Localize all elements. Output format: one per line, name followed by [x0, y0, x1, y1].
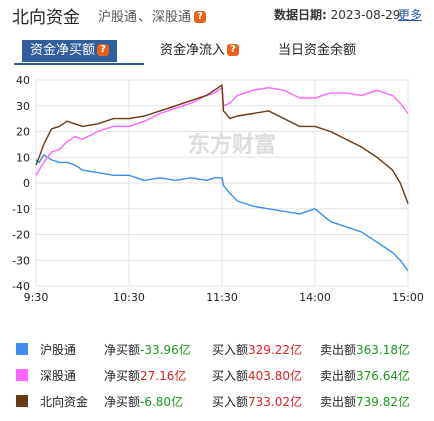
subtitle: 沪股通、深股通?: [98, 6, 207, 25]
tab-underline: [14, 63, 144, 65]
series-line-0: [35, 153, 409, 272]
y-tick-label: -40: [12, 280, 30, 293]
legend-sell: 卖出额739.82亿: [320, 393, 410, 410]
legend-name: 北向资金: [40, 395, 89, 409]
legend-row-sz: 深股通 净买额27.16亿 买入额403.80亿 卖出额376.64亿: [8, 362, 428, 388]
y-tick-label: -20: [12, 229, 30, 242]
x-tick-label: 14:00: [299, 291, 331, 304]
page-title: 北向资金: [12, 8, 80, 28]
buy-value: 329.22亿: [248, 343, 303, 357]
data-date-label: 数据日期:: [274, 8, 327, 22]
net-label: 净买额: [104, 343, 141, 357]
buy-label: 买入额: [212, 369, 249, 383]
buy-label: 买入额: [212, 343, 249, 357]
y-tick-label: 30: [16, 100, 30, 113]
legend-swatch-sh: [16, 343, 28, 355]
help-icon[interactable]: ?: [97, 43, 110, 56]
north-flow-chart: 40 30 20 10 0 -10 -20 -30 -409:30 10:30 11:30 14:00…: [12, 74, 424, 304]
help-icon[interactable]: ?: [227, 43, 240, 56]
legend-name: 深股通: [40, 369, 77, 383]
more-link[interactable]: 更多: [398, 8, 423, 22]
tab-bar: 资金净买额? 资金净流入? 当日资金余额: [14, 40, 434, 65]
legend-row-sh: 沪股通 净买额-33.96亿 买入额329.22亿 卖出额363.18亿: [8, 336, 428, 362]
tab-balance-label: 当日资金余额: [278, 43, 357, 58]
tab-net-buy-label: 资金净买额: [30, 43, 96, 58]
x-tick-label: 9:30: [24, 291, 49, 304]
buy-label: 买入额: [212, 395, 249, 409]
legend-swatch-sz: [16, 369, 28, 381]
y-tick-label: 10: [16, 151, 30, 164]
x-tick-label: 11:30: [206, 291, 238, 304]
y-tick-label: 0: [23, 177, 30, 190]
data-date-value: 2023-08-29: [330, 8, 401, 22]
net-label: 净买额: [104, 369, 141, 383]
subtitle-sh: 沪股通: [98, 10, 138, 25]
x-tick-label: 15:00: [392, 291, 424, 304]
legend: 沪股通 净买额-33.96亿 买入额329.22亿 卖出额363.18亿 深股通…: [8, 336, 428, 414]
tab-net-inflow[interactable]: 资金净流入?: [160, 40, 240, 62]
data-date: 数据日期: 2023-08-29: [274, 6, 400, 23]
legend-buy: 买入额733.02亿: [212, 393, 302, 410]
sell-value: 376.64亿: [356, 369, 411, 383]
subtitle-separator: 、: [138, 10, 152, 25]
legend-net: 净买额-6.80亿: [104, 393, 183, 410]
buy-value: 403.80亿: [248, 369, 303, 383]
series-line-1: [35, 87, 409, 176]
header: 北向资金 沪股通、深股通? 数据日期: 2023-08-29 更多: [0, 0, 434, 28]
net-value: -33.96亿: [140, 343, 191, 357]
legend-sell: 卖出额363.18亿: [320, 341, 410, 358]
sell-value: 739.82亿: [356, 395, 411, 409]
sell-label: 卖出额: [320, 395, 357, 409]
sell-value: 363.18亿: [356, 343, 411, 357]
net-label: 净买额: [104, 395, 141, 409]
buy-value: 733.02亿: [248, 395, 303, 409]
net-value: 27.16亿: [140, 369, 187, 383]
legend-net: 净买额27.16亿: [104, 367, 186, 384]
legend-net: 净买额-33.96亿: [104, 341, 191, 358]
tab-balance[interactable]: 当日资金余额: [278, 40, 356, 62]
help-icon[interactable]: ?: [194, 10, 207, 23]
y-tick-label: 40: [16, 74, 30, 87]
sell-label: 卖出额: [320, 369, 357, 383]
y-tick-label: 20: [16, 126, 30, 139]
legend-row-north: 北向资金 净买额-6.80亿 买入额733.02亿 卖出额739.82亿: [8, 388, 428, 414]
legend-swatch-north: [16, 395, 28, 407]
sell-label: 卖出额: [320, 343, 357, 357]
x-tick-label: 10:30: [113, 291, 145, 304]
legend-name: 沪股通: [40, 343, 77, 357]
legend-sell: 卖出额376.64亿: [320, 367, 410, 384]
tab-net-inflow-label: 资金净流入: [160, 43, 226, 58]
y-tick-label: -10: [12, 203, 30, 216]
subtitle-sz: 深股通: [152, 10, 192, 25]
series-line-2: [35, 84, 409, 204]
y-tick-label: -30: [12, 254, 30, 267]
net-value: -6.80亿: [140, 395, 184, 409]
legend-buy: 买入额403.80亿: [212, 367, 302, 384]
watermark: 东方财富: [188, 132, 276, 158]
legend-buy: 买入额329.22亿: [212, 341, 302, 358]
tab-net-buy[interactable]: 资金净买额?: [22, 40, 118, 62]
